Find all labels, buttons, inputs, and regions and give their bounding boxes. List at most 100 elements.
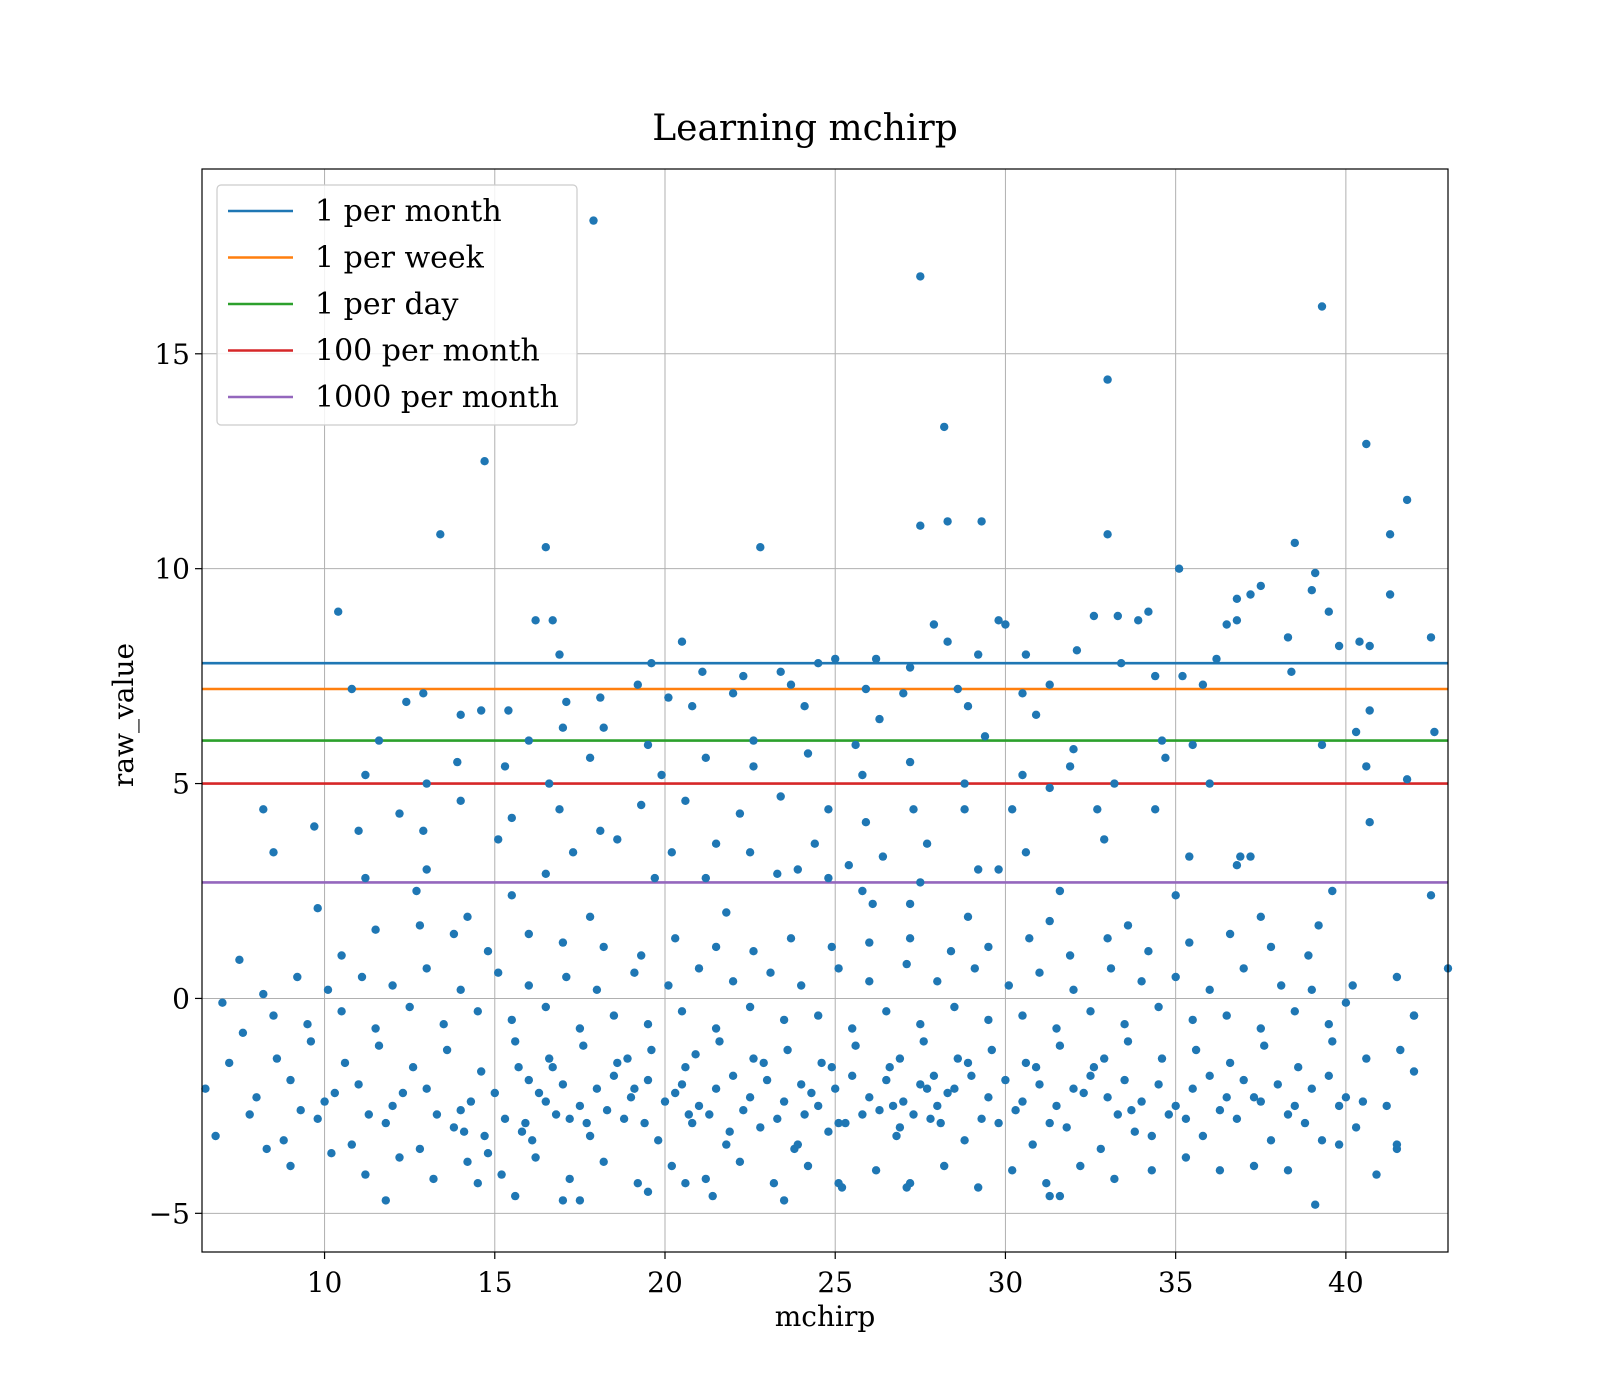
data-point	[953, 1054, 962, 1063]
y-tick-label: −5	[149, 1197, 190, 1230]
data-point	[749, 736, 758, 745]
data-point	[643, 1019, 653, 1029]
data-point	[739, 671, 748, 681]
axis-ticks: 10 15 20 25 30 35 40 −5 0 5 10 15	[149, 338, 1364, 1299]
data-point	[507, 813, 516, 823]
data-point	[773, 869, 782, 878]
data-point	[1365, 818, 1374, 827]
data-point	[1103, 375, 1112, 384]
data-point	[361, 770, 370, 780]
data-point	[905, 934, 915, 943]
data-point	[504, 706, 513, 715]
data-point	[943, 517, 952, 526]
data-point	[1426, 633, 1436, 642]
data-point	[1260, 1041, 1269, 1050]
data-point	[354, 1080, 363, 1089]
data-point	[701, 1174, 710, 1184]
data-point	[749, 947, 758, 956]
data-point	[759, 1058, 768, 1068]
legend-label: 1 per day	[315, 287, 459, 322]
data-point	[684, 1110, 693, 1119]
data-point	[977, 517, 986, 526]
data-point	[1402, 495, 1412, 505]
data-point	[681, 1063, 690, 1072]
data-point	[589, 216, 598, 225]
data-point	[773, 1114, 782, 1124]
data-point	[984, 1015, 993, 1025]
data-point	[831, 654, 840, 664]
data-point	[1130, 1127, 1140, 1136]
data-point	[323, 985, 333, 994]
data-point	[1031, 1063, 1041, 1072]
data-point	[395, 1153, 404, 1162]
data-point	[660, 1097, 670, 1106]
data-point	[1307, 586, 1317, 595]
data-point	[630, 968, 639, 977]
data-point	[1351, 727, 1361, 737]
data-point	[225, 1058, 234, 1068]
data-point	[807, 1088, 816, 1098]
data-point	[1256, 1024, 1266, 1033]
data-point	[902, 1183, 911, 1192]
data-point	[725, 1127, 734, 1136]
data-point	[1198, 680, 1208, 689]
data-point	[711, 942, 721, 952]
data-point	[1072, 646, 1082, 655]
data-point	[579, 1041, 588, 1050]
data-point	[1065, 951, 1075, 960]
data-point	[681, 796, 690, 805]
data-point	[388, 1101, 397, 1111]
data-point	[456, 710, 465, 719]
data-point	[916, 521, 925, 530]
data-point	[745, 848, 755, 857]
data-point	[824, 805, 833, 814]
data-point	[1341, 998, 1351, 1007]
data-point	[1334, 1140, 1344, 1149]
data-point	[797, 981, 806, 990]
data-point	[473, 1179, 482, 1188]
data-point	[711, 1084, 721, 1093]
data-point	[1392, 1140, 1402, 1149]
data-point	[483, 947, 493, 956]
data-point	[1089, 611, 1099, 621]
data-point	[463, 1157, 472, 1167]
data-point	[671, 934, 680, 943]
data-point	[868, 899, 877, 909]
data-point	[936, 1118, 945, 1128]
data-point	[500, 1114, 510, 1124]
data-point	[980, 732, 990, 741]
data-point	[1157, 736, 1167, 745]
data-point	[861, 818, 871, 827]
data-point	[449, 929, 459, 939]
data-point	[994, 1118, 1003, 1128]
data-point	[415, 921, 425, 930]
data-point	[905, 757, 915, 767]
data-point	[1008, 1166, 1017, 1175]
data-point	[374, 1041, 384, 1050]
data-point	[779, 1097, 789, 1106]
data-point	[688, 702, 697, 711]
data-point	[895, 1123, 905, 1132]
data-point	[1212, 654, 1221, 664]
data-point	[1086, 1071, 1095, 1081]
data-point	[1304, 951, 1313, 960]
data-point	[994, 616, 1003, 625]
data-point	[922, 1084, 932, 1093]
data-point	[803, 1161, 813, 1171]
data-point	[735, 809, 745, 818]
data-point	[711, 839, 721, 848]
data-point	[1062, 1123, 1071, 1132]
data-point	[1266, 1136, 1276, 1145]
data-point	[1021, 1058, 1031, 1068]
data-point	[541, 869, 550, 878]
data-point	[827, 1063, 836, 1072]
data-point	[1021, 848, 1031, 857]
data-point	[1222, 1093, 1231, 1102]
data-point	[977, 1114, 986, 1124]
data-point	[643, 740, 653, 750]
data-point	[970, 964, 979, 973]
data-point	[545, 1054, 554, 1063]
data-point	[500, 762, 510, 771]
data-point	[728, 1071, 738, 1081]
data-point	[1011, 1106, 1020, 1115]
